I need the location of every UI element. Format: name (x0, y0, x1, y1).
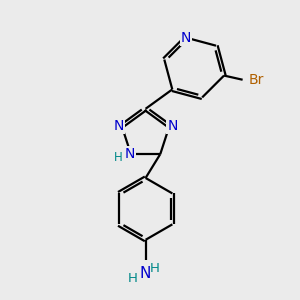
Text: H: H (128, 272, 137, 285)
Text: N: N (124, 147, 135, 161)
Text: H: H (150, 262, 160, 275)
Text: N: N (167, 119, 178, 133)
Text: N: N (114, 119, 124, 133)
Text: H: H (114, 151, 123, 164)
Text: N: N (140, 266, 151, 281)
Text: Br: Br (248, 73, 264, 87)
Text: N: N (181, 31, 191, 45)
